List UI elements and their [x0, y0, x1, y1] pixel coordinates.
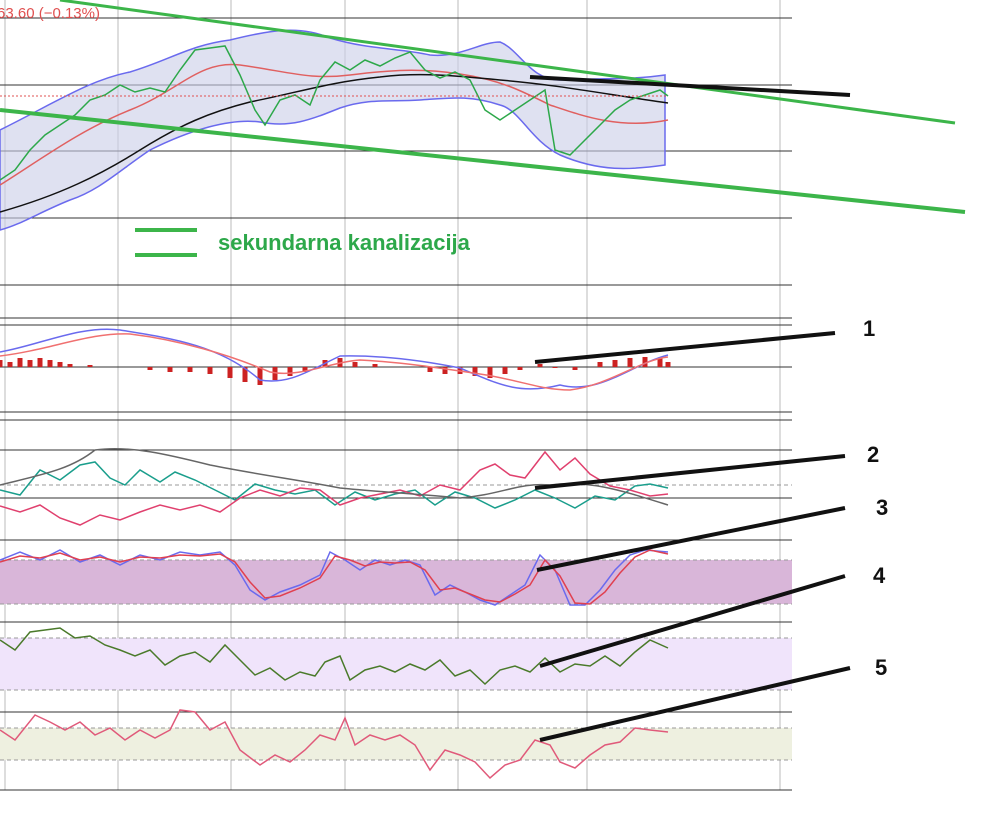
- cci-panel: 5: [0, 655, 887, 780]
- plus-di: [0, 461, 669, 509]
- channel-lower: [0, 108, 966, 214]
- trend-line: [534, 454, 846, 490]
- cci-band: [0, 728, 792, 760]
- channel-upper: [59, 0, 956, 125]
- rsi-panel: 4: [0, 563, 886, 691]
- cci-line: [0, 709, 669, 780]
- trend-line: [539, 574, 846, 668]
- stoch-d: [0, 549, 669, 605]
- price-panel: 63.60 (−0.13%) sekundarna kanalizacija: [0, 0, 966, 257]
- price-change: 63.60 (−0.13%): [0, 5, 100, 22]
- signal-line: [0, 333, 669, 391]
- macd-histogram: [0, 357, 671, 385]
- legend-label: sekundarna kanalizacija: [218, 230, 471, 255]
- price-bars: [0, 45, 669, 181]
- marker-label: 5: [875, 655, 887, 680]
- macd-panel: 1: [0, 316, 875, 391]
- overbought-band: [0, 560, 792, 604]
- minus-di: [0, 450, 669, 526]
- trend-line: [536, 506, 846, 572]
- marker-label: 2: [867, 442, 879, 467]
- middle-band: [0, 63, 669, 186]
- bollinger-band: [0, 29, 666, 231]
- dmi-panel: 2: [0, 442, 879, 526]
- marker-label: 3: [876, 495, 888, 520]
- adx: [0, 447, 669, 506]
- rsi-band: [0, 638, 792, 690]
- trend-line: [534, 331, 836, 364]
- marker-label: 1: [863, 316, 875, 341]
- rsi-line: [0, 627, 669, 686]
- marker-label: 4: [873, 563, 886, 588]
- stochastic-panel: 3: [0, 495, 888, 606]
- macd-line: [0, 328, 669, 390]
- trend-line: [529, 75, 851, 97]
- trend-line: [539, 666, 851, 742]
- moving-average: [0, 73, 669, 213]
